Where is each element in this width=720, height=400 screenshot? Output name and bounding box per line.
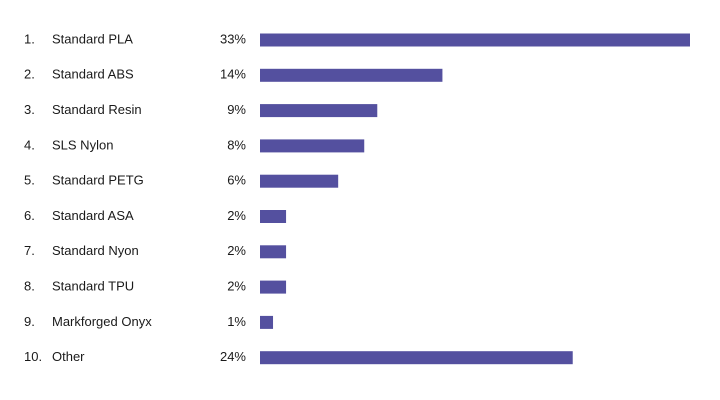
category-label: Standard Nyon bbox=[52, 243, 139, 258]
bar bbox=[260, 351, 573, 365]
value-label: 24% bbox=[220, 349, 246, 364]
bar bbox=[260, 280, 287, 294]
bar bbox=[260, 315, 274, 329]
bar bbox=[260, 210, 287, 223]
value-label: 33% bbox=[220, 31, 246, 46]
rank: 3. bbox=[24, 102, 35, 117]
value-label: 9% bbox=[227, 102, 246, 117]
category-label: Standard PETG bbox=[52, 173, 144, 188]
value-label: 2% bbox=[227, 279, 246, 294]
bar bbox=[260, 33, 690, 47]
rank: 1. bbox=[24, 31, 35, 46]
value-label: 1% bbox=[227, 314, 246, 329]
bar bbox=[260, 174, 339, 188]
bar bbox=[260, 104, 378, 118]
value-label: 14% bbox=[220, 67, 246, 82]
category-label: Standard Resin bbox=[52, 102, 142, 117]
category-label: Standard PLA bbox=[52, 31, 133, 46]
rank: 5. bbox=[24, 173, 35, 188]
rank: 6. bbox=[24, 208, 35, 223]
category-label: Standard ASA bbox=[52, 208, 134, 223]
rank: 8. bbox=[24, 279, 35, 294]
rank: 10. bbox=[24, 349, 42, 364]
value-label: 2% bbox=[227, 208, 246, 223]
category-label: Standard ABS bbox=[52, 67, 134, 82]
category-label: SLS Nylon bbox=[52, 137, 113, 152]
rank: 9. bbox=[24, 314, 35, 329]
value-label: 2% bbox=[227, 243, 246, 258]
rank: 2. bbox=[24, 67, 35, 82]
value-label: 6% bbox=[227, 173, 246, 188]
category-label: Markforged Onyx bbox=[52, 314, 152, 329]
bar bbox=[260, 139, 365, 153]
category-label: Other bbox=[52, 349, 85, 364]
value-label: 8% bbox=[227, 137, 246, 152]
bar bbox=[260, 245, 287, 259]
category-label: Standard TPU bbox=[52, 279, 134, 294]
bar bbox=[260, 68, 443, 82]
rank: 4. bbox=[24, 137, 35, 152]
rank: 7. bbox=[24, 243, 35, 258]
